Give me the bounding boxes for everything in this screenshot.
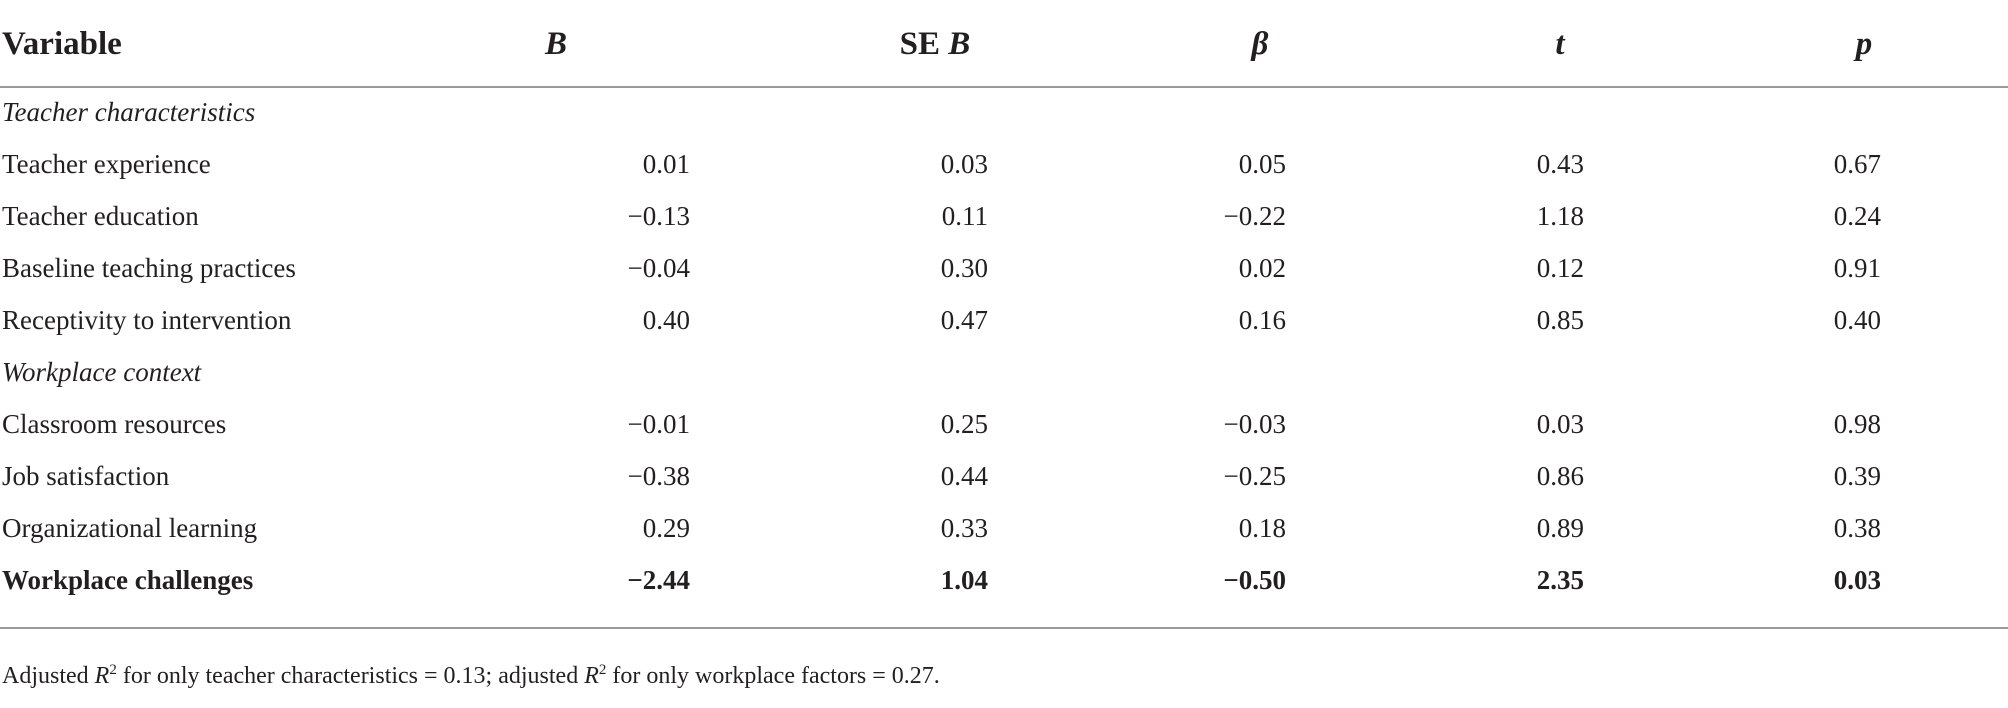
header-se-b: SE B: [825, 18, 1045, 70]
row-se: 0.30: [940, 253, 988, 283]
row-se: 1.04: [940, 565, 988, 595]
row-t: 2.35: [1536, 565, 1584, 595]
row-variable: Job satisfaction: [2, 461, 170, 491]
table-row: Baseline teaching practices −0.04 0.30 0…: [0, 242, 1975, 294]
header-beta: β: [1251, 26, 1269, 62]
table-row: Teacher education −0.13 0.11 −0.22 1.18 …: [0, 190, 1975, 242]
row-b: 0.01: [642, 149, 690, 179]
header-divider: [0, 86, 2008, 88]
row-p: 0.24: [1833, 201, 1881, 231]
row-beta: −0.03: [1223, 409, 1286, 439]
header-t: t: [1555, 26, 1565, 62]
row-b: 0.40: [642, 305, 690, 335]
footnote-text: for only teacher characteristics = 0.13;…: [116, 663, 585, 689]
row-se: 0.11: [941, 201, 988, 231]
row-variable: Teacher experience: [2, 149, 211, 179]
row-variable: Classroom resources: [2, 409, 227, 439]
row-se: 0.25: [940, 409, 988, 439]
table-row: Receptivity to intervention 0.40 0.47 0.…: [0, 294, 1975, 346]
footnote-r-symbol: R: [94, 663, 110, 689]
row-se: 0.33: [940, 513, 988, 543]
table-row: Job satisfaction −0.38 0.44 −0.25 0.86 0…: [0, 450, 1975, 502]
row-p: 0.98: [1833, 409, 1881, 439]
row-variable: Teacher education: [2, 201, 199, 231]
row-variable: Workplace challenges: [2, 565, 254, 595]
row-t: 0.89: [1536, 513, 1584, 543]
row-p: 0.91: [1833, 253, 1881, 283]
section-title-workplace-context: Workplace context: [2, 357, 202, 387]
row-t: 0.03: [1536, 409, 1584, 439]
row-b: −0.13: [627, 201, 690, 231]
row-variable: Receptivity to intervention: [2, 305, 292, 335]
row-se: 0.47: [940, 305, 988, 335]
header-se-b-letter: B: [948, 26, 971, 62]
row-se: 0.44: [940, 461, 988, 491]
table-row-significant: Workplace challenges −2.44 1.04 −0.50 2.…: [0, 554, 1975, 606]
header-p: p: [1855, 26, 1873, 62]
row-beta: 0.18: [1238, 513, 1286, 543]
footnote-text: Adjusted: [2, 663, 95, 689]
row-variable: Organizational learning: [2, 513, 258, 543]
row-t: 0.86: [1536, 461, 1584, 491]
row-beta: −0.25: [1223, 461, 1286, 491]
row-beta: 0.02: [1238, 253, 1286, 283]
row-b: −0.01: [627, 409, 690, 439]
table-footnote: Adjusted R2 for only teacher characteris…: [2, 660, 940, 692]
row-b: 0.29: [642, 513, 690, 543]
row-beta: −0.50: [1223, 565, 1286, 595]
row-p: 0.39: [1833, 461, 1881, 491]
row-b: −0.38: [627, 461, 690, 491]
footnote-superscript: 2: [598, 662, 607, 678]
section-title-row: Workplace context: [0, 346, 1975, 398]
row-p: 0.03: [1833, 565, 1881, 595]
row-t: 0.85: [1536, 305, 1584, 335]
footnote-text: for only workplace factors = 0.27.: [606, 663, 940, 689]
footnote-r-symbol: R: [584, 663, 599, 689]
table-row: Teacher experience 0.01 0.03 0.05 0.43 0…: [0, 138, 1975, 190]
row-b: −0.04: [627, 253, 690, 283]
row-beta: −0.22: [1223, 201, 1286, 231]
row-t: 0.12: [1536, 253, 1584, 283]
table-row: Organizational learning 0.29 0.33 0.18 0…: [0, 502, 1975, 554]
row-p: 0.67: [1833, 149, 1881, 179]
table-header-row: Variable B SE B β t p: [0, 18, 1975, 70]
row-beta: 0.05: [1238, 149, 1286, 179]
row-p: 0.40: [1833, 305, 1881, 335]
row-t: 1.18: [1536, 201, 1584, 231]
table-bottom-divider: [0, 627, 2008, 629]
table-row: Classroom resources −0.01 0.25 −0.03 0.0…: [0, 398, 1975, 450]
header-variable: Variable: [2, 26, 122, 62]
header-se-prefix: SE: [899, 26, 949, 62]
footnote-superscript: 2: [109, 662, 117, 678]
section-title-teacher-characteristics: Teacher characteristics: [2, 97, 256, 127]
row-se: 0.03: [940, 149, 988, 179]
row-b: −2.44: [627, 565, 690, 595]
row-variable: Baseline teaching practices: [2, 253, 296, 283]
header-b: B: [544, 26, 567, 62]
row-beta: 0.16: [1238, 305, 1286, 335]
section-title-row: Teacher characteristics: [0, 86, 1975, 138]
row-p: 0.38: [1833, 513, 1881, 543]
row-t: 0.43: [1536, 149, 1584, 179]
